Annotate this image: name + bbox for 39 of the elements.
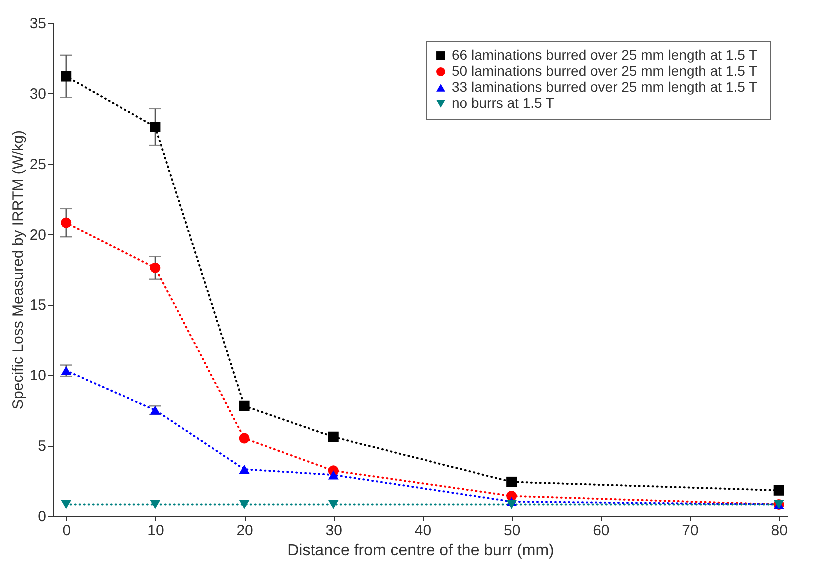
x-tick-label: 20 xyxy=(236,522,254,540)
point xyxy=(328,500,339,510)
point xyxy=(239,433,250,444)
y-tick-label: 35 xyxy=(30,16,46,32)
point xyxy=(239,400,250,412)
y-tick-label: 0 xyxy=(38,508,46,526)
legend-label: 50 laminations burred over 25 mm length at 1.5 T xyxy=(452,63,758,79)
y-tick-label: 30 xyxy=(30,86,46,103)
point xyxy=(239,464,250,474)
x-tick-label: 80 xyxy=(771,522,788,540)
point xyxy=(150,262,161,274)
y-tick-label: 20 xyxy=(30,226,46,244)
x-tick-label: 10 xyxy=(148,522,164,540)
point xyxy=(61,218,72,228)
y-tick-label: 10 xyxy=(30,368,46,385)
point xyxy=(61,71,72,82)
point xyxy=(150,500,161,510)
x-tick-label: 60 xyxy=(593,522,610,540)
legend-label: 66 laminations burred over 25 mm length at 1.5 T xyxy=(452,47,758,63)
legend-label: 33 laminations burred over 25 mm length at 1.5 T xyxy=(452,79,758,95)
point xyxy=(774,485,784,496)
point xyxy=(328,432,339,442)
x-tick-label: 0 xyxy=(62,522,72,540)
point xyxy=(328,470,339,480)
x-axis-title: Distance from centre of the burr (mm) xyxy=(288,542,554,560)
x-tick-label: 70 xyxy=(682,522,699,540)
point xyxy=(150,122,161,132)
point xyxy=(239,500,250,510)
point xyxy=(506,500,518,510)
y-axis-title: Specific Loss Measured by IRRTM (W/kg) xyxy=(10,130,27,410)
x-tick-label: 30 xyxy=(326,522,342,540)
x-tick-label: 40 xyxy=(414,522,432,540)
y-tick-label: 25 xyxy=(30,156,46,174)
y-tick-label: 5 xyxy=(38,438,46,456)
x-tick-label: 50 xyxy=(504,522,521,540)
point xyxy=(61,500,72,510)
point xyxy=(506,476,518,488)
y-tick-label: 15 xyxy=(30,297,46,314)
legend-label: no burrs at 1.5 T xyxy=(452,95,555,111)
